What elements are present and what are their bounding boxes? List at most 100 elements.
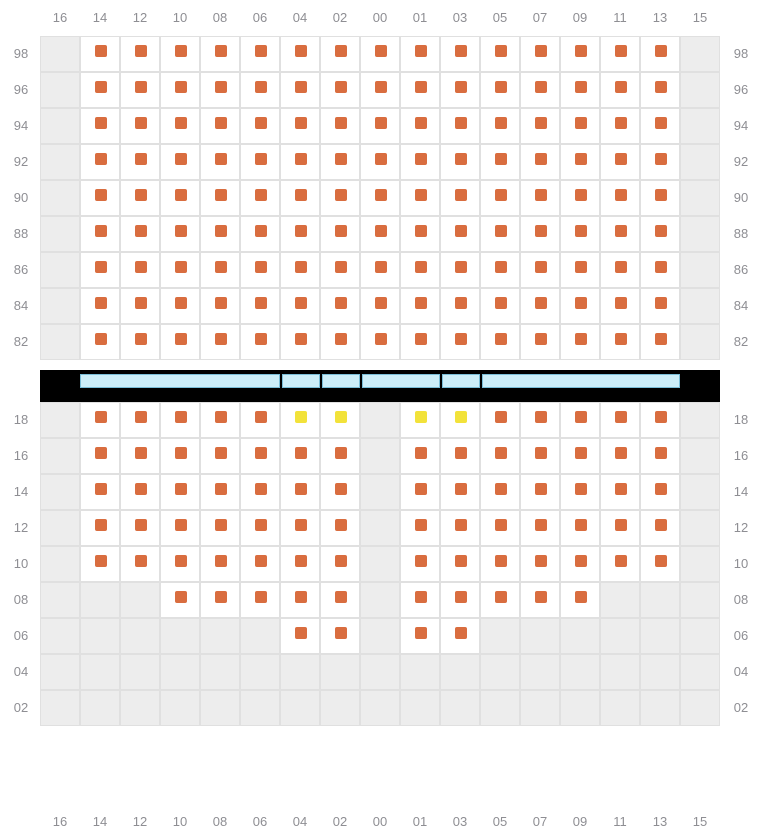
seat-cell[interactable] <box>280 180 320 216</box>
seat-cell[interactable] <box>200 180 240 216</box>
seat-cell[interactable] <box>600 252 640 288</box>
seat-cell[interactable] <box>520 180 560 216</box>
seat-cell[interactable] <box>600 402 640 438</box>
seat-cell[interactable] <box>280 252 320 288</box>
seat-cell[interactable] <box>560 216 600 252</box>
seat-cell[interactable] <box>520 474 560 510</box>
seat-cell[interactable] <box>440 36 480 72</box>
seat-cell[interactable] <box>240 288 280 324</box>
seat-cell[interactable] <box>400 546 440 582</box>
seat-cell[interactable] <box>600 288 640 324</box>
seat-cell[interactable] <box>400 582 440 618</box>
seat-cell[interactable] <box>280 474 320 510</box>
seat-cell[interactable] <box>240 510 280 546</box>
seat-cell[interactable] <box>120 546 160 582</box>
seat-cell[interactable] <box>160 252 200 288</box>
seat-cell[interactable] <box>200 252 240 288</box>
seat-cell[interactable] <box>640 510 680 546</box>
seat-cell[interactable] <box>240 324 280 360</box>
seat-cell[interactable] <box>280 402 320 438</box>
seat-cell[interactable] <box>520 546 560 582</box>
seat-cell[interactable] <box>440 216 480 252</box>
seat-cell[interactable] <box>640 144 680 180</box>
seat-cell[interactable] <box>80 36 120 72</box>
seat-cell[interactable] <box>520 108 560 144</box>
seat-cell[interactable] <box>440 474 480 510</box>
seat-cell[interactable] <box>520 288 560 324</box>
seat-cell[interactable] <box>640 546 680 582</box>
seat-cell[interactable] <box>480 72 520 108</box>
seat-cell[interactable] <box>200 144 240 180</box>
seat-cell[interactable] <box>560 108 600 144</box>
seat-cell[interactable] <box>320 36 360 72</box>
seat-cell[interactable] <box>600 36 640 72</box>
seat-cell[interactable] <box>200 324 240 360</box>
seat-cell[interactable] <box>480 252 520 288</box>
seat-cell[interactable] <box>600 216 640 252</box>
seat-cell[interactable] <box>120 438 160 474</box>
seat-cell[interactable] <box>480 216 520 252</box>
seat-cell[interactable] <box>640 438 680 474</box>
seat-cell[interactable] <box>120 252 160 288</box>
seat-cell[interactable] <box>400 252 440 288</box>
seat-cell[interactable] <box>440 288 480 324</box>
seat-cell[interactable] <box>80 180 120 216</box>
seat-cell[interactable] <box>160 144 200 180</box>
seat-cell[interactable] <box>480 324 520 360</box>
seat-cell[interactable] <box>480 438 520 474</box>
seat-cell[interactable] <box>440 252 480 288</box>
seat-cell[interactable] <box>560 288 600 324</box>
seat-cell[interactable] <box>400 144 440 180</box>
seat-cell[interactable] <box>440 180 480 216</box>
seat-cell[interactable] <box>120 72 160 108</box>
seat-cell[interactable] <box>560 252 600 288</box>
seat-cell[interactable] <box>520 324 560 360</box>
seat-cell[interactable] <box>480 582 520 618</box>
seat-cell[interactable] <box>560 36 600 72</box>
seat-cell[interactable] <box>280 618 320 654</box>
seat-cell[interactable] <box>160 510 200 546</box>
seat-cell[interactable] <box>80 72 120 108</box>
seat-cell[interactable] <box>320 216 360 252</box>
seat-cell[interactable] <box>200 510 240 546</box>
seat-cell[interactable] <box>160 474 200 510</box>
seat-cell[interactable] <box>400 618 440 654</box>
seat-cell[interactable] <box>240 144 280 180</box>
seat-cell[interactable] <box>160 288 200 324</box>
seat-cell[interactable] <box>280 72 320 108</box>
seat-cell[interactable] <box>600 438 640 474</box>
seat-cell[interactable] <box>480 402 520 438</box>
seat-cell[interactable] <box>120 108 160 144</box>
seat-cell[interactable] <box>400 180 440 216</box>
seat-cell[interactable] <box>400 324 440 360</box>
seat-cell[interactable] <box>320 402 360 438</box>
seat-cell[interactable] <box>640 36 680 72</box>
seat-cell[interactable] <box>360 144 400 180</box>
seat-cell[interactable] <box>400 108 440 144</box>
seat-cell[interactable] <box>280 36 320 72</box>
seat-cell[interactable] <box>520 402 560 438</box>
seat-cell[interactable] <box>320 252 360 288</box>
seat-cell[interactable] <box>120 216 160 252</box>
seat-cell[interactable] <box>240 474 280 510</box>
seat-cell[interactable] <box>80 288 120 324</box>
seat-cell[interactable] <box>120 402 160 438</box>
seat-cell[interactable] <box>200 582 240 618</box>
seat-cell[interactable] <box>480 108 520 144</box>
seat-cell[interactable] <box>480 180 520 216</box>
seat-cell[interactable] <box>160 180 200 216</box>
seat-cell[interactable] <box>640 180 680 216</box>
seat-cell[interactable] <box>200 216 240 252</box>
seat-cell[interactable] <box>560 180 600 216</box>
seat-cell[interactable] <box>80 402 120 438</box>
seat-cell[interactable] <box>520 216 560 252</box>
seat-cell[interactable] <box>320 324 360 360</box>
seat-cell[interactable] <box>80 324 120 360</box>
seat-cell[interactable] <box>400 438 440 474</box>
seat-cell[interactable] <box>160 582 200 618</box>
seat-cell[interactable] <box>600 108 640 144</box>
seat-cell[interactable] <box>320 180 360 216</box>
seat-cell[interactable] <box>440 72 480 108</box>
seat-cell[interactable] <box>360 324 400 360</box>
seat-cell[interactable] <box>520 510 560 546</box>
